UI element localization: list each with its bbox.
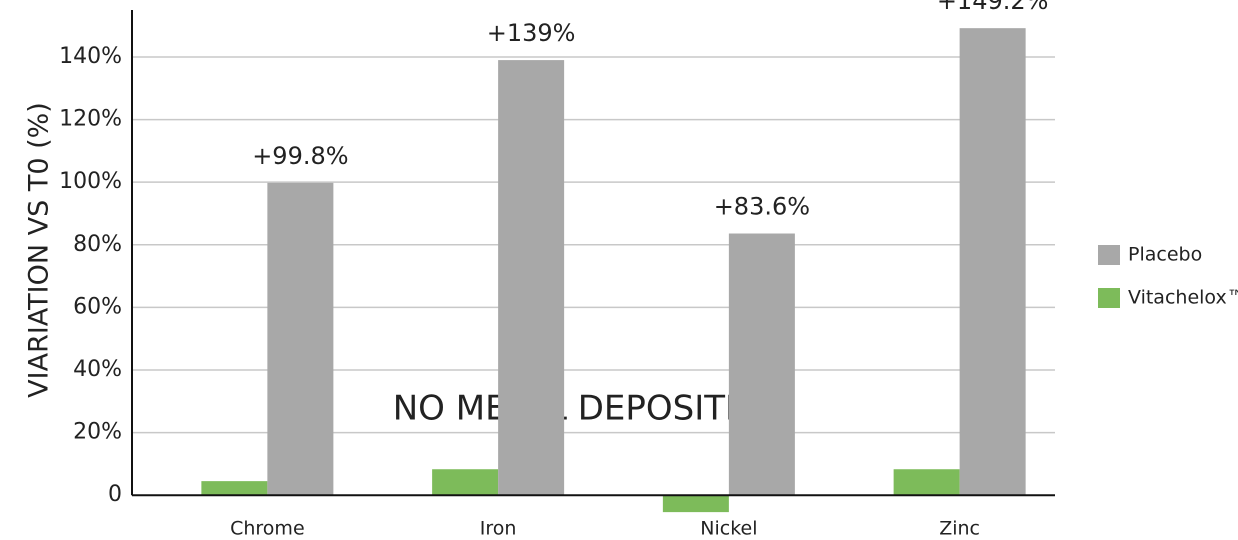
legend-swatch xyxy=(1098,288,1120,308)
bar xyxy=(432,469,499,496)
x-tick-label: Iron xyxy=(480,518,517,540)
bar xyxy=(201,481,268,496)
legend-swatch xyxy=(1098,245,1120,265)
bar xyxy=(498,60,565,496)
y-tick-label: 80% xyxy=(73,232,122,257)
y-tick-label: 140% xyxy=(59,44,122,69)
y-axis-label: VIARIATION VS T0 (%) xyxy=(24,102,55,398)
bar xyxy=(267,182,334,496)
data-label: +83.6% xyxy=(714,193,810,221)
bar xyxy=(728,233,795,496)
x-tick-label: Chrome xyxy=(230,518,305,540)
bar xyxy=(662,495,729,513)
legend-label: Placebo xyxy=(1128,244,1202,266)
bar xyxy=(959,28,1026,496)
y-tick-label: 120% xyxy=(59,107,122,132)
data-label: +139% xyxy=(487,19,576,47)
y-tick-label: 100% xyxy=(59,169,122,194)
x-tick-label: Nickel xyxy=(700,518,757,540)
y-tick-label: 60% xyxy=(73,294,122,319)
annotation: NO METAL DEPOSITION xyxy=(393,389,788,429)
y-tick-label: 20% xyxy=(73,420,122,445)
data-label: +149.2% xyxy=(937,0,1049,15)
legend-label: Vitachelox™ xyxy=(1128,287,1238,309)
y-tick-label: 40% xyxy=(73,357,122,382)
bar xyxy=(893,469,960,496)
y-tick-label: 0 xyxy=(108,482,122,507)
x-tick-label: Zinc xyxy=(939,518,980,540)
data-label: +99.8% xyxy=(252,142,348,170)
